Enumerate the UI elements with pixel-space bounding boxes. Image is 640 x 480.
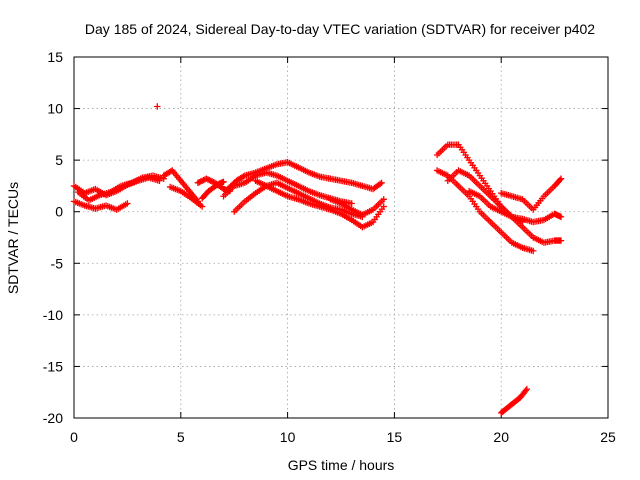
plot-frame: [73, 56, 609, 419]
x-axis-label: GPS time / hours: [288, 457, 395, 473]
data-point-track-13: [557, 237, 565, 244]
interp-point-track-6: [196, 178, 203, 186]
x-tick-label: 5: [177, 429, 185, 445]
interp-point-track-8: [376, 180, 384, 188]
interp-point-track-6: [200, 176, 207, 184]
data-point-track-8: [378, 179, 385, 187]
data-point-track-11: [380, 203, 387, 210]
x-tick-label: 0: [70, 429, 78, 445]
data-point-track-2: [124, 200, 131, 207]
data-point-track-17: [557, 175, 565, 182]
x-tick-label: 20: [493, 429, 509, 445]
y-tick-label: 5: [55, 152, 63, 168]
interp-point-track-6: [198, 177, 206, 184]
y-axis-label: SDTVAR / TECUs: [5, 182, 21, 294]
grid: [74, 57, 608, 418]
data-point-outlier: [154, 103, 161, 110]
interp-point-track-6: [204, 176, 212, 183]
y-tick-label: -10: [43, 307, 63, 323]
data-point-track-12: [380, 196, 387, 203]
interp-point-track-17: [556, 176, 564, 184]
y-tick-label: 10: [47, 101, 63, 117]
data-point-track-16: [557, 213, 565, 221]
data-points: [70, 103, 565, 417]
data-point-track-6: [194, 179, 202, 187]
y-tick-label: -5: [51, 255, 64, 271]
interp-point-track-6: [208, 178, 216, 185]
y-tick-label: -20: [43, 410, 63, 426]
interp-point-track-6: [197, 178, 204, 185]
y-tick-label: 0: [55, 204, 63, 220]
interp-point-track-6: [206, 176, 213, 184]
data-point-track-18: [523, 385, 531, 393]
data-point-track-6: [203, 175, 210, 182]
interp-point-track-8: [240, 173, 247, 180]
x-tick-label: 15: [387, 429, 403, 445]
interp-point-track-18: [522, 387, 529, 394]
data-point-track-9: [348, 200, 355, 207]
data-point-track-14: [530, 247, 537, 255]
y-tick-label: -15: [43, 358, 63, 374]
x-tick-label: 25: [600, 429, 616, 445]
chart-title: Day 185 of 2024, Sidereal Day-to-day VTE…: [85, 21, 595, 37]
y-tick-label: 15: [47, 49, 63, 65]
interp-point-track-4: [167, 168, 175, 175]
interp-point-track-6: [207, 177, 214, 184]
x-tick-labels: 0 5 10 15 20 25: [70, 429, 616, 445]
y-tick-labels: 15 10 5 0 -5 -10 -15 -20: [43, 49, 63, 426]
data-point-track-7: [220, 178, 227, 186]
data-point-track-5: [198, 203, 206, 210]
axis-ticks: [73, 56, 609, 419]
x-tick-label: 10: [280, 429, 296, 445]
